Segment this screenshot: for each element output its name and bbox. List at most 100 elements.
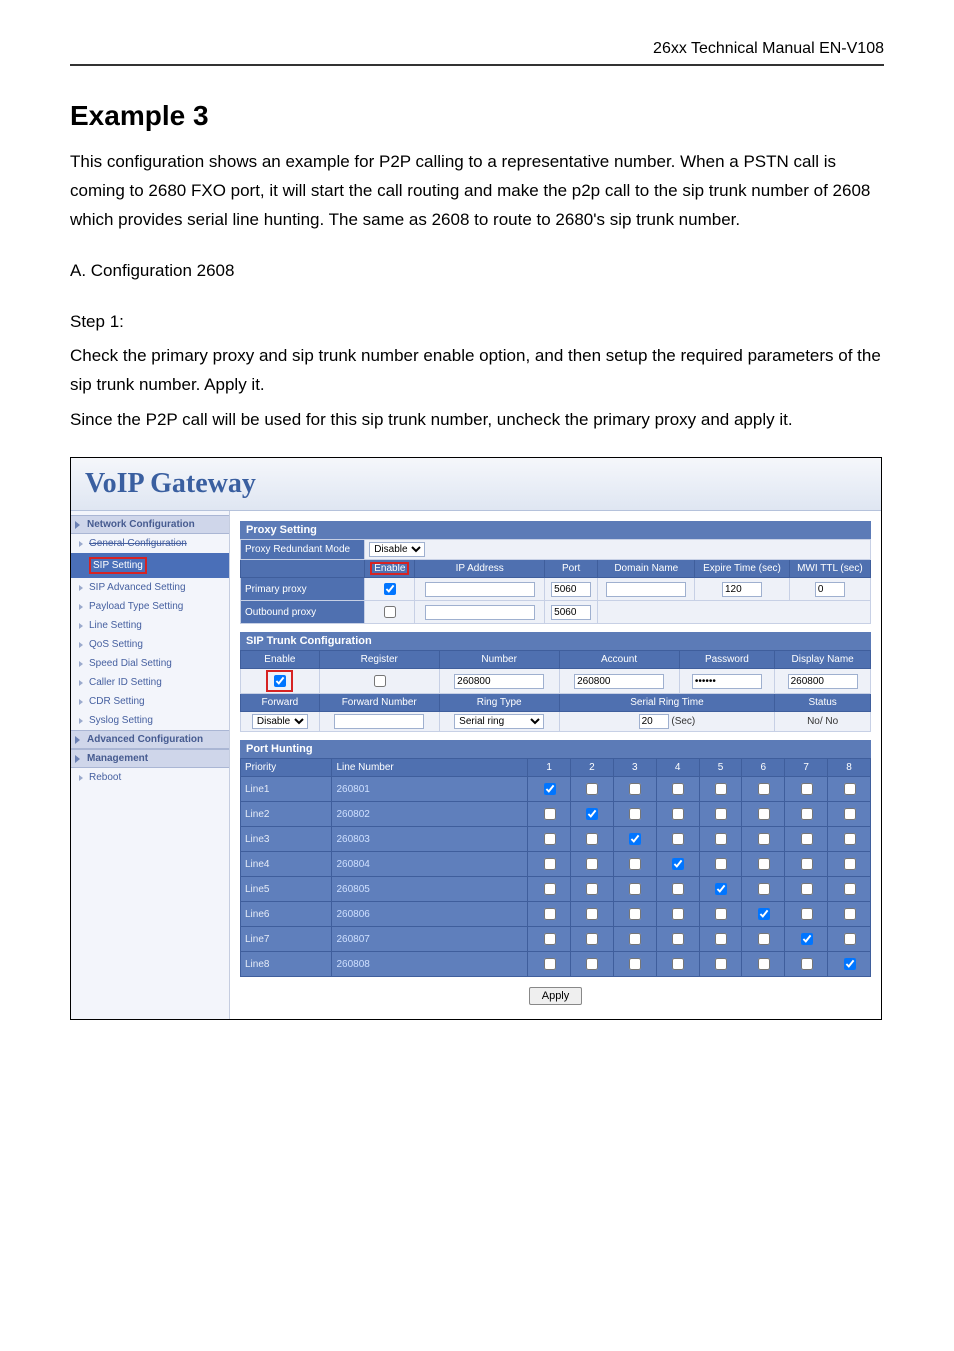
sidebar-item-payload[interactable]: Payload Type Setting xyxy=(71,597,229,616)
port-checkbox[interactable] xyxy=(544,958,556,970)
port-checkbox[interactable] xyxy=(672,908,684,920)
port-checkbox[interactable] xyxy=(715,808,727,820)
sidebar-item-sip-advanced[interactable]: SIP Advanced Setting xyxy=(71,578,229,597)
siptrunk-account-input[interactable] xyxy=(574,674,664,689)
port-checkbox[interactable] xyxy=(586,908,598,920)
siptrunk-fwdnum-input[interactable] xyxy=(334,714,424,729)
port-checkbox[interactable] xyxy=(758,833,770,845)
port-checkbox[interactable] xyxy=(758,858,770,870)
siptrunk-password-input[interactable] xyxy=(692,674,762,689)
port-checkbox[interactable] xyxy=(801,883,813,895)
port-checkbox[interactable] xyxy=(844,783,856,795)
port-checkbox[interactable] xyxy=(544,808,556,820)
port-checkbox[interactable] xyxy=(715,933,727,945)
siptrunk-register-checkbox[interactable] xyxy=(374,675,386,687)
port-checkbox[interactable] xyxy=(586,783,598,795)
port-checkbox[interactable] xyxy=(801,783,813,795)
port-checkbox[interactable] xyxy=(586,933,598,945)
port-checkbox[interactable] xyxy=(586,858,598,870)
port-checkbox[interactable] xyxy=(672,783,684,795)
primary-proxy-ip-input[interactable] xyxy=(425,582,535,597)
port-checkbox[interactable] xyxy=(758,883,770,895)
sidebar-item-qos[interactable]: QoS Setting xyxy=(71,635,229,654)
port-checkbox[interactable] xyxy=(844,933,856,945)
siptrunk-display-input[interactable] xyxy=(788,674,858,689)
port-checkbox[interactable] xyxy=(672,808,684,820)
port-checkbox[interactable] xyxy=(544,783,556,795)
sidebar-item-cdr[interactable]: CDR Setting xyxy=(71,692,229,711)
siptrunk-number-input[interactable] xyxy=(454,674,544,689)
port-checkbox[interactable] xyxy=(586,958,598,970)
sidebar-item-sip-setting[interactable]: SIP Setting xyxy=(71,553,229,578)
port-checkbox[interactable] xyxy=(544,933,556,945)
sidebar-cat-management[interactable]: Management xyxy=(71,749,229,768)
siptrunk-enable-checkbox[interactable] xyxy=(274,675,286,687)
port-checkbox[interactable] xyxy=(629,908,641,920)
sidebar-item-general[interactable]: General Configuration xyxy=(71,534,229,553)
port-checkbox[interactable] xyxy=(844,833,856,845)
port-checkbox[interactable] xyxy=(758,908,770,920)
port-checkbox[interactable] xyxy=(801,808,813,820)
port-checkbox[interactable] xyxy=(672,933,684,945)
port-checkbox[interactable] xyxy=(629,808,641,820)
port-checkbox[interactable] xyxy=(629,833,641,845)
primary-proxy-domain-input[interactable] xyxy=(606,582,686,597)
primary-proxy-expire-input[interactable] xyxy=(722,582,762,597)
sidebar-item-reboot[interactable]: Reboot xyxy=(71,768,229,787)
port-checkbox[interactable] xyxy=(715,908,727,920)
port-checkbox[interactable] xyxy=(715,858,727,870)
port-checkbox[interactable] xyxy=(844,858,856,870)
primary-proxy-port-input[interactable] xyxy=(551,582,591,597)
sidebar-item-syslog[interactable]: Syslog Setting xyxy=(71,711,229,730)
port-checkbox[interactable] xyxy=(844,808,856,820)
port-checkbox[interactable] xyxy=(801,933,813,945)
port-checkbox[interactable] xyxy=(629,858,641,870)
siptrunk-forward-select[interactable]: Disable xyxy=(252,714,308,729)
sidebar-item-speeddial[interactable]: Speed Dial Setting xyxy=(71,654,229,673)
apply-button[interactable]: Apply xyxy=(529,987,583,1005)
port-checkbox[interactable] xyxy=(629,883,641,895)
port-checkbox[interactable] xyxy=(758,958,770,970)
port-checkbox[interactable] xyxy=(715,783,727,795)
port-checkbox[interactable] xyxy=(586,833,598,845)
port-checkbox[interactable] xyxy=(801,858,813,870)
primary-proxy-mwi-input[interactable] xyxy=(815,582,845,597)
port-checkbox[interactable] xyxy=(544,858,556,870)
sidebar-cat-advanced[interactable]: Advanced Configuration xyxy=(71,730,229,749)
sidebar-item-line[interactable]: Line Setting xyxy=(71,616,229,635)
port-checkbox[interactable] xyxy=(672,858,684,870)
port-checkbox[interactable] xyxy=(758,933,770,945)
sidebar-cat-network[interactable]: Network Configuration xyxy=(71,515,229,534)
port-checkbox[interactable] xyxy=(672,958,684,970)
primary-proxy-enable-checkbox[interactable] xyxy=(384,583,396,595)
port-checkbox[interactable] xyxy=(844,958,856,970)
port-checkbox[interactable] xyxy=(672,833,684,845)
port-checkbox[interactable] xyxy=(801,833,813,845)
port-checkbox[interactable] xyxy=(672,883,684,895)
port-checkbox[interactable] xyxy=(758,808,770,820)
port-checkbox[interactable] xyxy=(715,958,727,970)
port-checkbox[interactable] xyxy=(844,883,856,895)
port-checkbox[interactable] xyxy=(629,783,641,795)
port-checkbox[interactable] xyxy=(544,908,556,920)
port-checkbox[interactable] xyxy=(586,808,598,820)
port-checkbox[interactable] xyxy=(758,783,770,795)
port-checkbox[interactable] xyxy=(844,908,856,920)
port-checkbox[interactable] xyxy=(629,958,641,970)
sidebar-item-callerid[interactable]: Caller ID Setting xyxy=(71,673,229,692)
port-checkbox[interactable] xyxy=(629,933,641,945)
outbound-proxy-port-input[interactable] xyxy=(551,605,591,620)
siptrunk-serialtime-input[interactable] xyxy=(639,714,669,729)
port-checkbox[interactable] xyxy=(544,833,556,845)
port-checkbox[interactable] xyxy=(586,883,598,895)
port-checkbox[interactable] xyxy=(801,908,813,920)
port-checkbox[interactable] xyxy=(715,833,727,845)
port-checkbox[interactable] xyxy=(715,883,727,895)
port-cell xyxy=(571,852,614,877)
port-checkbox[interactable] xyxy=(801,958,813,970)
proxy-redundant-select[interactable]: Disable xyxy=(369,542,425,557)
port-checkbox[interactable] xyxy=(544,883,556,895)
outbound-proxy-enable-checkbox[interactable] xyxy=(384,606,396,618)
outbound-proxy-ip-input[interactable] xyxy=(425,605,535,620)
siptrunk-ringtype-select[interactable]: Serial ring xyxy=(454,714,544,729)
